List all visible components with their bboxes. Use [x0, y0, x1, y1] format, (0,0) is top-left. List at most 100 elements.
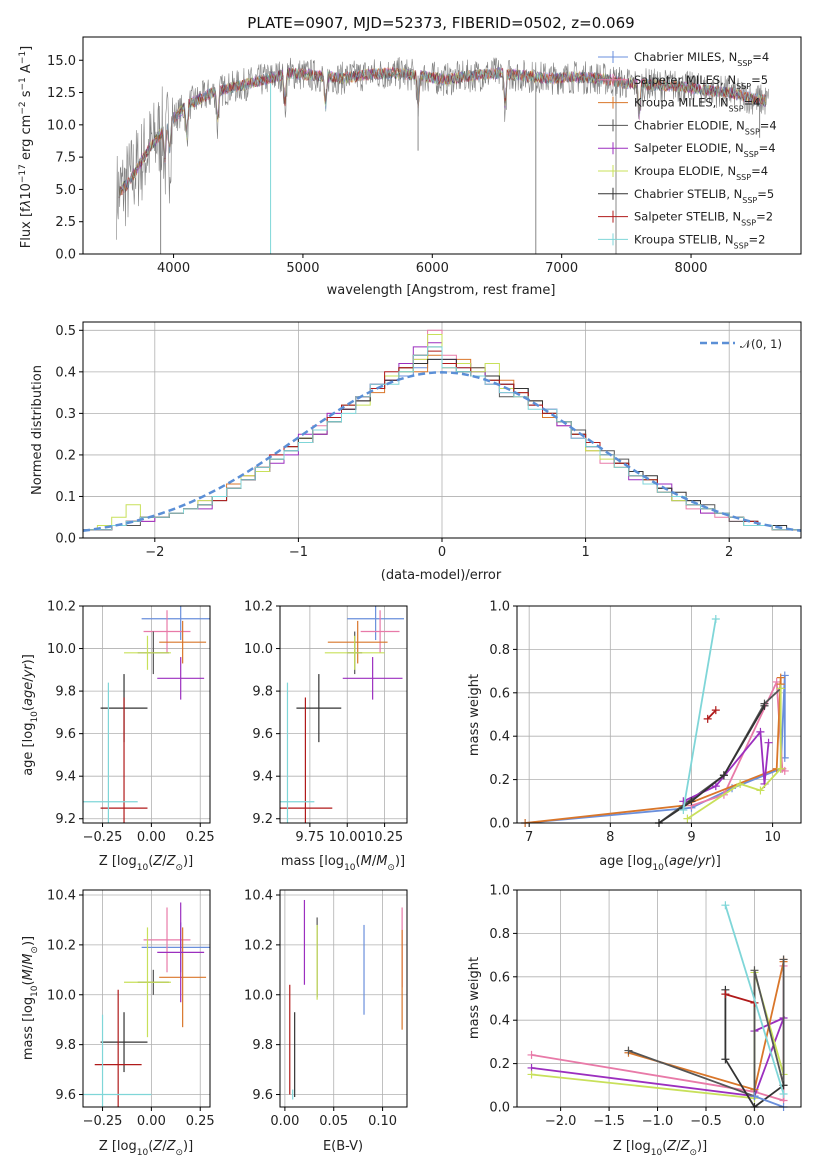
ebv-mass-xtick-label: 0.00 [270, 1114, 299, 1129]
mass-age-ytick-label: 9.8 [252, 685, 273, 700]
spectrum-ytick-label: 7.5 [55, 151, 76, 166]
age-weight-xtick-label: 9 [687, 830, 695, 845]
weight-marker [764, 738, 773, 747]
ebv-mass-plot: 0.00 0.05 0.10 9.6 9.8 10.0 10.2 10.4 [244, 888, 408, 1129]
weight-marker [756, 727, 765, 736]
residual-ytick-label: 0.3 [55, 407, 76, 422]
spectrum-ylabel: Flux [fλ10−17 erg cm−2 s−1 A−1] [18, 46, 34, 248]
residual-ytick-label: 0.0 [55, 532, 76, 547]
weight-marker [719, 771, 728, 780]
z-mass-xtick-label: −0.25 [83, 1114, 123, 1129]
legend-label: Salpeter STELIB, NSSP=2 [634, 210, 773, 228]
z-mass-ytick-label: 10.4 [47, 888, 76, 903]
weight-marker [736, 779, 745, 788]
age-weight-ytick-label: 0.6 [489, 686, 510, 701]
age-weight-ytick-label: 1.0 [489, 600, 510, 615]
weight-marker [756, 786, 765, 795]
weight-marker [703, 714, 712, 723]
model-spectrum-line [118, 66, 767, 198]
weight-line [725, 993, 755, 1004]
legend-label: Salpeter MILES, NSSP=5 [634, 73, 768, 91]
weight-marker [760, 701, 769, 710]
mass-age-ytick-label: 9.2 [252, 812, 273, 827]
weight-marker [780, 766, 789, 775]
spectrum-ytick-label: 12.5 [47, 86, 76, 101]
ebv-mass-frame [279, 889, 408, 1108]
residual-frame [82, 321, 802, 539]
mass-age-ytick-label: 9.6 [252, 727, 273, 742]
normal-legend-text: 𝒩(0, 1) [740, 337, 782, 351]
z-weight-plot: −2.0 −1.5 −1.0 −0.5 0.0 0.0 0.2 0.4 0.6 0.8 1.0 [489, 884, 802, 1129]
spectrum-ytick-label: 5.0 [55, 183, 76, 198]
z-mass-ylabel: mass [log10(M/M⊙)] [21, 936, 40, 1060]
ebv-mass-ytick-label: 10.4 [244, 888, 273, 903]
z-weight-ytick-label: 0.4 [489, 1014, 510, 1029]
residual-plot: −2 −1 0 1 2 0.0 0.1 0.2 0.3 0.4 0.5 [55, 321, 802, 560]
age-weight-ytick-label: 0.8 [489, 643, 510, 658]
weight-marker [750, 966, 759, 975]
weight-marker [721, 1055, 730, 1064]
z-mass-ytick-label: 10.2 [47, 938, 76, 953]
z-age-xtick-label: 0.00 [137, 830, 166, 845]
z-age-ylabel: age [log10(age/yr)] [21, 654, 40, 776]
z-age-panel: Z [log10(Z/Z⊙)] age [log10(age/yr)] −0.2… [21, 600, 215, 874]
z-weight-ytick-label: 0.6 [489, 970, 510, 985]
age-weight-xtick-label: 7 [525, 830, 533, 845]
z-mass-plot: −0.25 0.00 0.25 9.6 9.8 10.0 10.2 10.4 [47, 888, 215, 1129]
residual-xtick-label: 1 [581, 545, 589, 560]
z-weight-ytick-label: 0.0 [489, 1101, 510, 1116]
residual-xtick-label: 2 [725, 545, 733, 560]
spectrum-legend: Chabrier MILES, NSSP=4 Salpeter MILES, NS… [598, 50, 777, 250]
weight-marker [624, 1046, 633, 1055]
weight-line [525, 675, 786, 823]
spectrum-xtick-label: 8000 [674, 261, 707, 276]
spectrum-ytick-label: 15.0 [47, 54, 76, 69]
age-weight-ytick-label: 0.0 [489, 817, 510, 832]
weight-marker [711, 615, 720, 624]
legend-label: Kroupa ELODIE, NSSP=4 [634, 164, 768, 182]
spectrum-ytick-label: 0.0 [55, 248, 76, 263]
ebv-mass-xlabel: E(B-V) [323, 1139, 363, 1154]
weight-line [754, 1095, 784, 1107]
ebv-mass-xtick-label: 0.05 [319, 1114, 348, 1129]
z-mass-xlabel: Z [log10(Z/Z⊙)] [99, 1139, 193, 1158]
age-weight-plot: 7 8 9 10 0.0 0.2 0.4 0.6 0.8 1.0 [489, 600, 802, 845]
z-age-ytick-label: 10.0 [47, 642, 76, 657]
weight-marker [527, 1050, 536, 1059]
weight-marker [779, 1089, 788, 1098]
z-age-ytick-label: 9.8 [55, 685, 76, 700]
residual-ytick-label: 0.5 [55, 324, 76, 339]
weight-marker [780, 671, 789, 680]
z-weight-panel: Z [log10(Z/Z⊙)] mass weight −2.0 −1.5 −1.0… [467, 884, 802, 1158]
age-weight-ytick-label: 0.4 [489, 730, 510, 745]
spectrum-xtick-label: 6000 [416, 261, 449, 276]
spectrum-panel: PLATE=0907, MJD=52373, FIBERID=0502, z=0… [18, 14, 802, 298]
z-weight-xtick-label: −1.5 [593, 1114, 625, 1129]
age-weight-ytick-label: 0.2 [489, 773, 510, 788]
weight-line [724, 989, 785, 1107]
spectrum-ytick-label: 2.5 [55, 215, 76, 230]
mass-age-xlabel: mass [log10(M/M⊙)] [281, 854, 405, 873]
z-age-frame [82, 605, 211, 824]
z-mass-xtick-label: 0.25 [186, 1114, 215, 1129]
residual-panel: (data-model)/error Normed distribution −… [30, 321, 802, 583]
normal-curve [83, 371, 801, 532]
spectrum-xtick-label: 5000 [286, 261, 319, 276]
z-age-xtick-label: 0.25 [186, 830, 215, 845]
z-weight-xtick-label: −2.0 [545, 1114, 577, 1129]
age-weight-panel: age [log10(age/yr)] mass weight 7 8 9 10 0.0… [467, 600, 802, 873]
age-weight-frame [516, 605, 802, 824]
weight-marker [711, 706, 720, 715]
z-age-ytick-label: 9.2 [55, 812, 76, 827]
residual-ytick-label: 0.1 [55, 490, 76, 505]
weight-line [525, 677, 782, 823]
ebv-mass-ytick-label: 9.6 [252, 1088, 273, 1103]
weight-line [724, 904, 785, 1095]
weight-marker [683, 814, 692, 823]
z-mass-panel: Z [log10(Z/Z⊙)] mass [log10(M/M⊙)] −0.25… [21, 888, 215, 1158]
age-weight-xtick-label: 8 [606, 830, 614, 845]
weight-marker [687, 797, 696, 806]
ebv-mass-ytick-label: 9.8 [252, 1038, 273, 1053]
z-weight-xlabel: Z [log10(Z/Z⊙)] [613, 1139, 707, 1158]
z-weight-frame [516, 889, 802, 1108]
